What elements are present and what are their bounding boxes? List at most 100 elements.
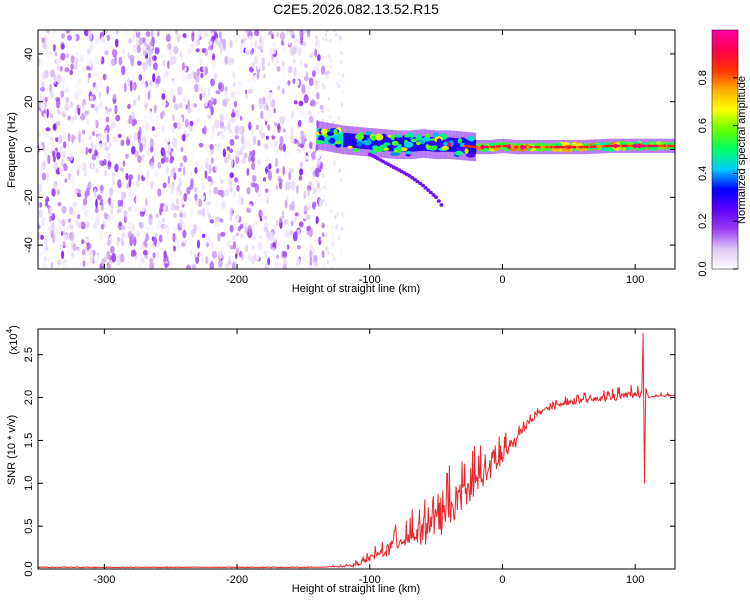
heatmap-signal-cell [401,137,404,152]
heatmap-noise-cell [331,240,334,245]
heatmap-noise-cell [296,139,300,148]
heatmap-signal-cell [550,145,553,149]
heatmap-noise-cell [78,222,82,230]
heatmap-noise-cell [81,249,86,256]
heatmap-noise-cell [261,215,264,220]
heatmap-noise-cell [250,156,254,162]
heatmap-noise-cell [232,198,236,207]
heatmap-signal-cell [410,138,418,143]
heatmap-noise-cell [169,87,174,98]
heatmap-noise-cell [100,185,104,191]
heatmap-noise-cell [323,185,326,190]
heatmap-signal-cell [564,145,567,149]
heatmap-noise-cell [172,232,176,243]
heatmap-noise-cell [50,262,54,269]
heatmap-noise-cell [263,215,268,220]
heatmap-noise-cell [323,85,326,89]
y-tick-label: 40 [23,48,35,60]
heatmap-noise-cell [324,71,328,76]
heatmap-noise-cell [64,152,70,157]
heatmap-noise-cell [107,264,112,269]
heatmap-noise-cell [303,94,309,104]
heatmap-noise-cell [111,58,116,67]
heatmap-noise-cell [125,148,131,155]
heatmap-noise-cell [295,203,301,210]
heatmap-noise-cell [127,204,133,214]
heatmap-noise-cell [307,110,312,117]
heatmap-noise-cell [210,78,215,87]
heatmap-noise-cell [61,33,66,39]
heatmap-noise-cell [338,35,342,40]
heatmap-noise-cell [149,258,154,263]
heatmap-noise-cell [240,145,244,154]
heatmap-noise-cell [155,250,160,260]
heatmap-noise-cell [127,104,131,109]
heatmap-signal-cell [610,144,613,148]
heatmap-noise-cell [331,225,334,230]
heatmap-noise-cell [249,41,254,49]
heatmap-noise-cell [61,205,67,214]
heatmap-signal-cell [453,137,455,153]
heatmap-noise-cell [247,88,253,95]
heatmap-noise-cell [154,32,157,37]
heatmap-noise-cell [149,261,155,269]
heatmap-noise-cell [267,210,272,221]
heatmap-noise-cell [94,119,97,128]
heatmap-noise-cell [329,55,332,60]
heatmap-noise-cell [277,124,281,134]
heatmap-noise-cell [130,59,135,67]
heatmap-noise-cell [83,197,87,206]
heatmap-noise-cell [240,134,245,145]
heatmap-noise-cell [276,66,281,72]
heatmap-noise-cell [156,31,160,37]
heatmap-noise-cell [183,166,186,176]
heatmap-noise-cell [224,97,230,103]
heatmap-noise-cell [209,261,215,269]
heatmap-signal-cell [427,140,437,146]
heatmap-noise-cell [226,123,231,130]
heatmap-noise-cell [84,190,88,199]
heatmap-signal-cell [667,144,671,148]
heatmap-noise-cell [115,89,121,96]
heatmap-noise-cell [225,168,228,175]
heatmap-noise-cell [89,40,94,50]
heatmap-noise-cell [303,76,309,81]
heatmap-noise-cell [188,184,194,190]
heatmap-noise-cell [212,53,215,61]
heatmap-signal-cell [486,145,490,149]
heatmap-noise-cell [251,149,256,156]
heatmap-noise-cell [212,124,215,134]
heatmap-noise-cell [118,56,123,66]
heatmap-noise-cell [246,78,252,84]
heatmap-noise-cell [258,100,264,110]
heatmap-noise-cell [58,134,63,145]
heatmap-noise-cell [64,103,69,112]
heatmap-noise-cell [125,33,130,41]
heatmap-noise-cell [331,163,334,168]
heatmap-noise-cell [136,113,140,119]
heatmap-noise-cell [310,99,316,106]
heatmap-noise-cell [40,102,45,112]
heatmap-noise-cell [98,48,104,53]
heatmap-noise-cell [99,117,103,122]
heatmap-noise-cell [61,219,66,227]
heatmap-noise-cell [301,252,306,261]
heatmap-noise-cell [267,91,273,101]
heatmap-noise-cell [226,129,230,136]
heatmap-noise-cell [169,104,173,112]
heatmap-signal-cell [457,138,463,144]
heatmap-noise-cell [282,104,285,113]
heatmap-noise-cell [234,253,238,259]
heatmap-noise-cell [124,82,127,93]
heatmap-noise-cell [266,232,270,239]
heatmap-noise-cell [270,187,274,196]
heatmap-noise-cell [283,113,287,124]
heatmap-noise-cell [267,257,271,266]
heatmap-noise-cell [267,62,270,67]
heatmap-noise-cell [132,84,136,90]
heatmap-noise-cell [38,112,41,119]
heatmap-noise-cell [88,72,91,79]
heatmap-noise-cell [54,147,58,152]
heatmap-noise-cell [114,38,119,48]
heatmap-noise-cell [117,237,121,242]
